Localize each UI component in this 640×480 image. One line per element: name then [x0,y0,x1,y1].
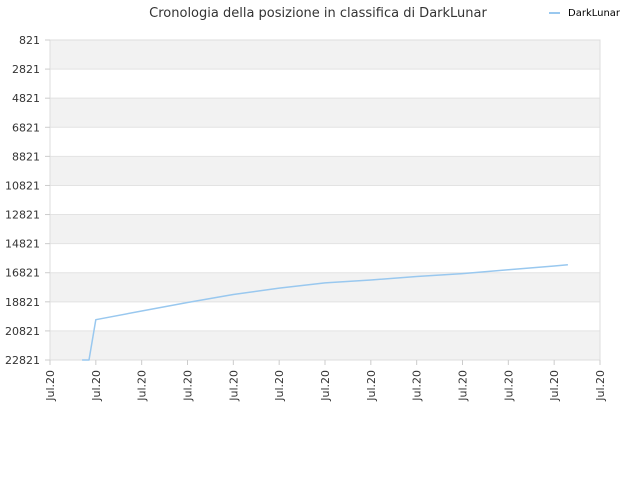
x-tick-label: Jul.20 [273,370,286,402]
series-layer [82,263,568,361]
x-tick-label: Jul.20 [548,370,561,402]
grid-band [50,40,600,70]
chart-title: Cronologia della posizione in classifica… [149,6,487,21]
y-tick-label: 20821 [5,325,40,338]
grid-band [50,272,600,302]
y-tick-label: 821 [19,34,40,47]
y-tick-label: 6821 [12,121,40,134]
x-tick-label: Jul.20 [365,370,378,402]
grid-band [50,156,600,186]
x-tick-label: Jul.20 [594,370,607,402]
x-tick-label: Jul.20 [502,370,515,402]
x-tick-label: Jul.20 [457,370,470,402]
y-tick-label: 16821 [5,267,40,280]
x-axis: Jul.20 Jul.20 Jul.20 Jul.20 Jul.20 Jul.20 Jul.… [44,360,607,402]
x-tick-label: Jul.20 [182,370,195,402]
y-tick-label: 18821 [5,296,40,309]
x-tick-label: Jul.20 [227,370,240,402]
grid-band [50,185,600,215]
grid-band [50,330,600,360]
y-tick-label: 2821 [12,63,40,76]
y-axis: 821 2821 4821 6821 8821 10821 12821 14821 16821 1… [5,34,50,367]
grid-band [50,98,600,128]
grid-band [50,243,600,273]
x-tick-label: Jul.20 [44,370,57,402]
y-tick-label: 4821 [12,92,40,105]
grid-band [50,214,600,244]
y-tick-label: 12821 [5,209,40,222]
grid-band [50,127,600,157]
series-line-darklunar [82,263,568,361]
y-tick-label: 14821 [5,238,40,251]
x-tick-label: Jul.20 [411,370,424,402]
legend-label: DarkLunar [568,8,621,19]
y-tick-label: 22821 [5,354,40,367]
x-tick-label: Jul.20 [319,370,332,402]
x-tick-label: Jul.20 [136,370,149,402]
x-tick-label: Jul.20 [90,370,103,402]
legend: DarkLunar [549,8,621,19]
grid-band [50,301,600,331]
plot-background [50,40,600,361]
grid-band [50,69,600,99]
y-tick-label: 8821 [12,150,40,163]
y-tick-label: 10821 [5,179,40,192]
